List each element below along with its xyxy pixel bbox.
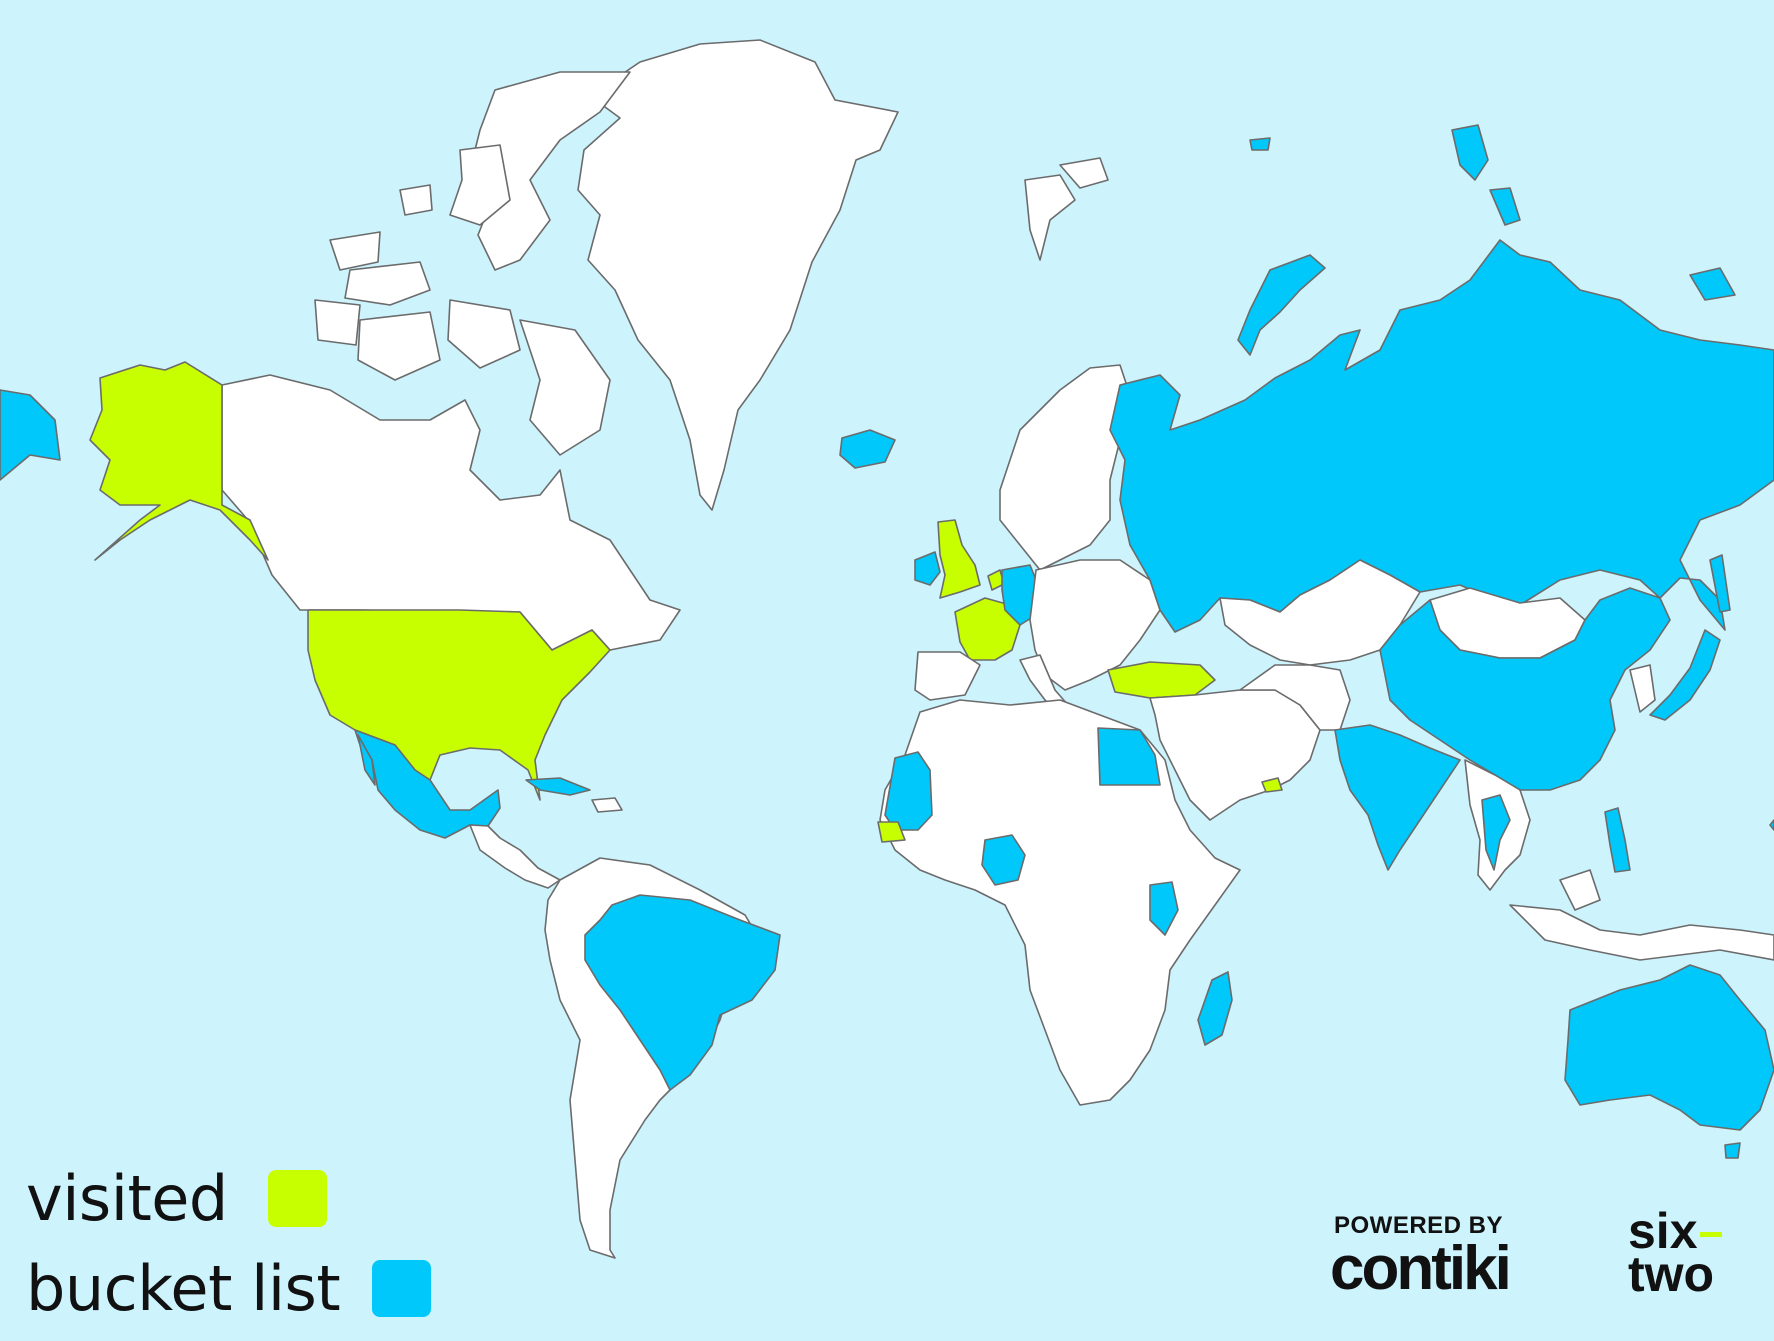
country-china[interactable] [1379, 587, 1671, 791]
country-australia[interactable] [1564, 964, 1774, 1131]
country-tasmania[interactable] [1724, 1142, 1741, 1159]
country-egypt[interactable] [1097, 727, 1161, 786]
country-thailand[interactable] [1481, 794, 1511, 871]
country-svalbard[interactable] [1059, 157, 1109, 189]
country-russia-islands[interactable] [1249, 137, 1271, 151]
country-senegal[interactable] [877, 821, 906, 843]
sixtwo-logo: six two [1628, 1206, 1722, 1299]
country-russia-islands[interactable] [1489, 187, 1521, 226]
country-cuba[interactable] [525, 777, 591, 796]
country-svalbard[interactable] [1024, 174, 1076, 261]
country-madagascar[interactable] [1197, 971, 1233, 1046]
country-greenland[interactable] [577, 39, 899, 511]
country-nigeria[interactable] [981, 834, 1026, 886]
legend-bucket-swatch [372, 1260, 432, 1317]
country-scandinavia[interactable] [999, 364, 1131, 571]
country-hispaniola[interactable] [591, 797, 623, 813]
country-mauritania[interactable] [884, 751, 933, 831]
country-canada-islands[interactable] [399, 184, 433, 216]
country-canada-islands[interactable] [344, 261, 431, 306]
sixtwo-line1: six [1628, 1203, 1698, 1259]
country-russia-east[interactable] [1769, 819, 1774, 831]
country-philippines[interactable] [1604, 807, 1631, 873]
country-indonesia[interactable] [1509, 904, 1774, 961]
country-europe-east[interactable] [1029, 559, 1161, 691]
country-canada-islands[interactable] [314, 299, 361, 346]
country-france[interactable] [954, 597, 1021, 661]
country-usa-alaska[interactable] [89, 361, 269, 561]
powered-by-text: POWERED BY [1334, 1212, 1504, 1239]
country-uk[interactable] [937, 519, 981, 599]
country-sakhalin[interactable] [1709, 554, 1731, 613]
legend-bucket: bucket list [26, 1252, 432, 1325]
legend-visited: visited [26, 1162, 327, 1235]
country-korea[interactable] [1629, 664, 1656, 713]
country-canada-islands[interactable] [447, 299, 521, 369]
country-turkey[interactable] [1107, 661, 1216, 699]
country-iceland[interactable] [839, 429, 896, 469]
country-canada-islands[interactable] [357, 311, 441, 381]
sixtwo-line2: two [1628, 1246, 1715, 1302]
country-uae[interactable] [1261, 777, 1283, 793]
country-canada-islands[interactable] [519, 319, 611, 456]
country-india[interactable] [1334, 724, 1461, 871]
sixtwo-dash [1699, 1232, 1722, 1238]
country-mexico-baja[interactable] [357, 734, 376, 786]
legend-visited-label: visited [26, 1162, 228, 1235]
country-canada-islands[interactable] [449, 144, 511, 226]
country-kazakhstan[interactable] [1219, 559, 1421, 666]
country-africa[interactable] [879, 699, 1241, 1106]
country-ireland[interactable] [914, 551, 941, 586]
country-spain-portugal[interactable] [914, 651, 981, 701]
country-japan[interactable] [1649, 629, 1721, 721]
legend-visited-swatch [267, 1170, 327, 1227]
legend-bucket-label: bucket list [26, 1252, 341, 1325]
country-russia-islands[interactable] [1689, 267, 1736, 301]
country-alaska-west[interactable] [0, 389, 61, 481]
contiki-logo: contiki [1330, 1234, 1512, 1303]
country-brazil[interactable] [584, 894, 781, 1091]
country-kenya[interactable] [1149, 881, 1179, 936]
country-russia-islands[interactable] [1451, 124, 1489, 181]
country-borneo[interactable] [1559, 869, 1601, 911]
country-iran-afghanistan[interactable] [1239, 664, 1351, 731]
country-canada-islands[interactable] [329, 231, 381, 271]
country-mexico[interactable] [354, 729, 501, 839]
country-usa[interactable] [307, 609, 611, 801]
country-russia-islands[interactable] [1237, 254, 1326, 356]
